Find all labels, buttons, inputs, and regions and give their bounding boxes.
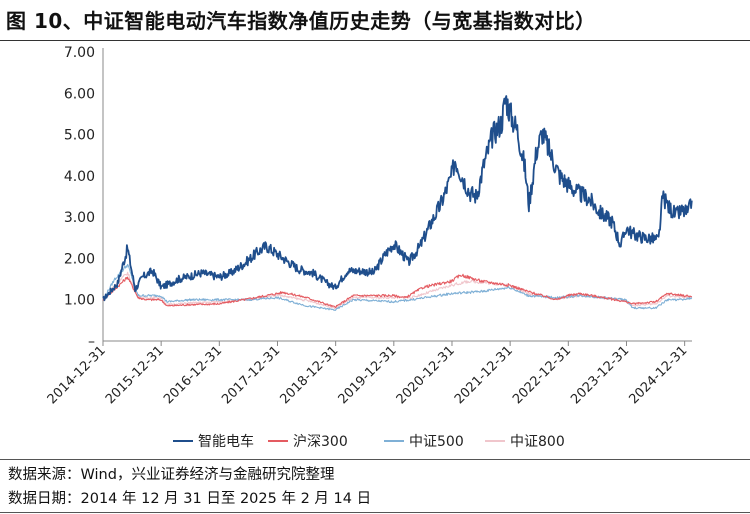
- series-line-1: [102, 95, 693, 302]
- title-rule: [0, 40, 750, 41]
- y-tick-label: 7.00: [64, 45, 95, 61]
- y-tick-label: 3.00: [64, 210, 95, 226]
- x-tick-label: 2020-12-31: [394, 343, 458, 407]
- series-line-2: [102, 273, 693, 309]
- x-axis: 2014-12-312015-12-312016-12-312017-12-31…: [45, 340, 692, 407]
- x-tick-label: 2016-12-31: [161, 343, 225, 407]
- footer-rule: [0, 459, 750, 460]
- y-tick-label: 6.00: [64, 86, 95, 102]
- line-chart: – 1.00 2.00 3.00 4.00 5.00 6.00 7.00 2014-12-31…: [45, 45, 693, 450]
- legend-label: 沪深300: [293, 434, 348, 450]
- x-tick-label: 2022-12-31: [510, 343, 574, 407]
- x-tick-label: 2015-12-31: [103, 343, 167, 407]
- y-tick-label: –: [88, 334, 95, 350]
- bottom-rule: [0, 512, 750, 513]
- series-line-3: [102, 263, 693, 311]
- x-tick-label: 2018-12-31: [277, 343, 341, 407]
- x-tick-label: 2017-12-31: [219, 343, 283, 407]
- x-tick-label: 2019-12-31: [336, 343, 400, 407]
- y-tick-label: 4.00: [64, 169, 95, 185]
- legend-label: 中证800: [510, 434, 565, 450]
- figure-title: 图 10、中证智能电动汽车指数净值历史走势（与宽基指数对比）: [6, 9, 596, 33]
- data-source-note: 数据来源：Wind，兴业证券经济与金融研究院整理: [8, 467, 335, 483]
- data-date-note: 数据日期：2014 年 12 月 31 日至 2025 年 2 月 14 日: [8, 491, 372, 507]
- x-tick-label: 2024-12-31: [626, 343, 690, 407]
- y-axis: – 1.00 2.00 3.00 4.00 5.00 6.00 7.00: [64, 45, 104, 350]
- legend-label: 中证500: [409, 434, 464, 450]
- x-tick-label: 2023-12-31: [568, 343, 632, 407]
- legend: 智能电车 沪深300 中证500 中证800: [173, 433, 565, 450]
- legend-label: 智能电车: [198, 433, 254, 450]
- series-layer: [102, 95, 693, 311]
- y-tick-label: 5.00: [64, 128, 95, 144]
- x-tick-label: 2014-12-31: [45, 343, 109, 407]
- x-tick-label: 2021-12-31: [452, 343, 516, 407]
- y-tick-label: 2.00: [64, 251, 95, 267]
- y-tick-label: 1.00: [64, 293, 95, 309]
